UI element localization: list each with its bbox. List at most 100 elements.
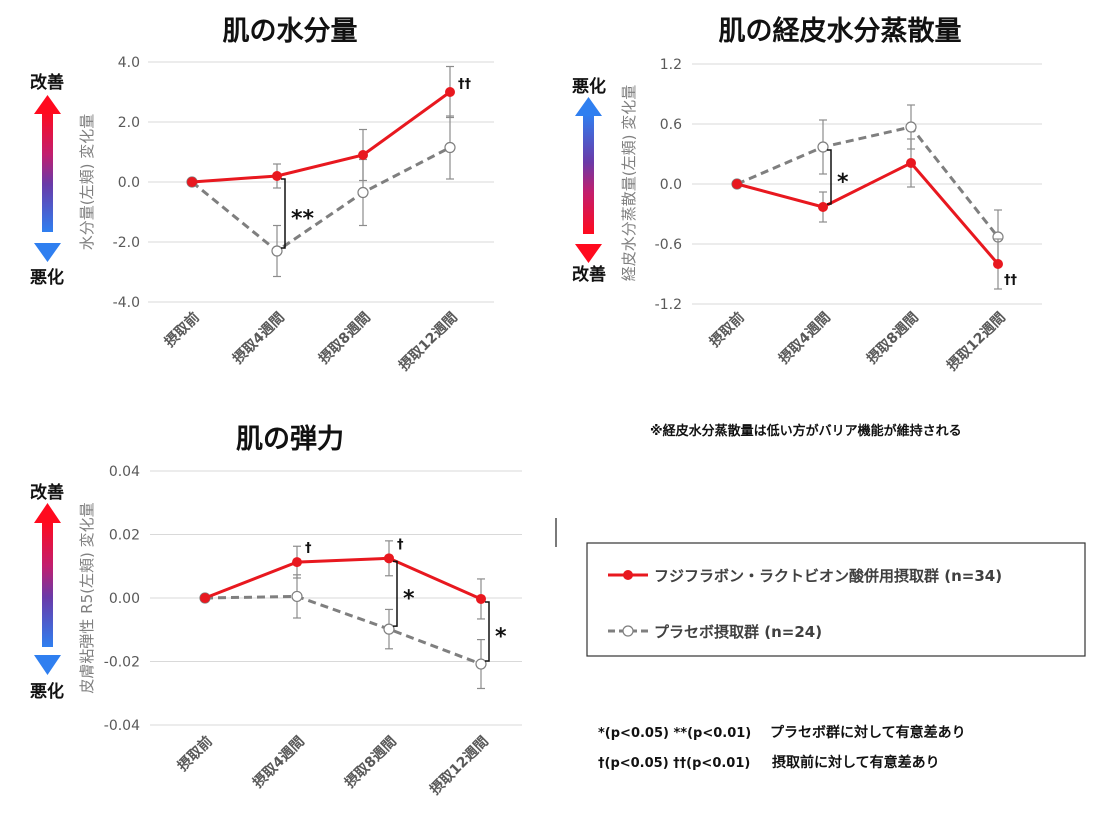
significance-bracket bbox=[393, 560, 398, 627]
x-category-label: 摂取8週間 bbox=[315, 309, 374, 368]
y-tick-label: -0.02 bbox=[104, 655, 140, 671]
data-point bbox=[187, 177, 197, 187]
series-line bbox=[736, 161, 1000, 265]
footnote-1-markers: *(p<0.05) **(p<0.01) bbox=[598, 726, 751, 741]
series-line bbox=[204, 556, 482, 601]
significance-bracket bbox=[827, 149, 832, 205]
data-point bbox=[384, 553, 394, 564]
legend-marker-placebo bbox=[622, 625, 634, 637]
data-point bbox=[906, 158, 916, 168]
footnote-2-markers: †(p<0.05) ††(p<0.01) bbox=[598, 756, 750, 771]
data-point bbox=[993, 259, 1003, 269]
y-tick-label: 0.00 bbox=[109, 591, 140, 607]
series-line bbox=[736, 125, 1000, 238]
y-axis-label-elasticity: 皮膚粘弾性 R5(左頬) 変化量 bbox=[78, 502, 96, 693]
series-treatment bbox=[187, 65, 455, 189]
data-point bbox=[357, 186, 369, 199]
x-category-label: 摂取前 bbox=[706, 309, 748, 351]
x-category-label: 摂取4週間 bbox=[229, 309, 288, 368]
chart-title-tewl: 肌の経皮水分蒸散量 bbox=[719, 15, 962, 47]
y-tick-label: -0.04 bbox=[104, 718, 140, 734]
x-category-label: 摂取12週間 bbox=[426, 733, 491, 798]
data-point bbox=[818, 202, 828, 212]
y-tick-label: 0.0 bbox=[118, 175, 140, 191]
legend-label-treatment: フジフラボン・ラクトビオン酸併用摂取群 (n=34) bbox=[654, 567, 1002, 585]
x-category-label: 摂取12週間 bbox=[395, 309, 460, 374]
x-category-label: 摂取前 bbox=[174, 733, 216, 775]
arrow-top-label: 悪化 bbox=[572, 76, 606, 97]
data-point bbox=[271, 245, 283, 257]
series-treatment bbox=[200, 540, 486, 620]
significance-footnotes: *(p<0.05) **(p<0.01) プラセボ群に対して有意差あり †(p<… bbox=[598, 724, 966, 771]
x-category-label: 摂取4週間 bbox=[249, 733, 308, 792]
data-point bbox=[200, 593, 210, 603]
arrow-down-head bbox=[34, 243, 61, 262]
direction-arrow-elasticity: 改善 悪化 bbox=[30, 482, 64, 702]
arrow-up-head bbox=[575, 97, 602, 116]
y-tick-label: 0.02 bbox=[109, 528, 140, 544]
x-category-label: 摂取12週間 bbox=[943, 309, 1008, 374]
arrow-bottom-label: 改善 bbox=[572, 264, 606, 285]
y-tick-label: 0.0 bbox=[660, 177, 682, 193]
arrow-top-label: 改善 bbox=[30, 482, 64, 503]
x-category-label: 摂取8週間 bbox=[863, 309, 922, 368]
legend-item-treatment: フジフラボン・ラクトビオン酸併用摂取群 (n=34) bbox=[608, 567, 1002, 585]
y-axis-label-moisture: 水分量(左頬) 変化量 bbox=[78, 114, 96, 250]
plot-area-tewl: 1.2 0.6 0.0 -0.6 -1.2 摂取前 摂取4週間 摂取8週間 摂取12週間 * †† bbox=[655, 57, 1042, 374]
data-point bbox=[291, 590, 303, 603]
data-point bbox=[292, 557, 302, 568]
data-point bbox=[272, 171, 282, 181]
plot-area-moisture: 4.0 2.0 0.0 -2.0 -4.0 摂取前 摂取4週間 摂取8週間 摂取12週間 ** †† bbox=[113, 55, 494, 374]
legend-label-placebo: プラセボ摂取群 (n=24) bbox=[654, 623, 822, 641]
arrow-up-head bbox=[34, 503, 61, 523]
arrow-bottom-label: 悪化 bbox=[30, 681, 64, 702]
significance-label: * bbox=[403, 587, 415, 612]
tewl-note: ※経皮水分蒸散量は低い方がバリア機能が維持される bbox=[650, 423, 962, 439]
x-category-label: 摂取8週間 bbox=[341, 733, 400, 792]
series-placebo bbox=[186, 115, 456, 278]
legend-box bbox=[586, 542, 1086, 657]
series-line bbox=[191, 146, 451, 253]
legend-marker-treatment bbox=[623, 570, 633, 580]
significance-label: ** bbox=[291, 207, 315, 232]
arrow-down-head bbox=[575, 244, 602, 263]
arrow-down-head bbox=[34, 655, 61, 675]
data-point bbox=[444, 141, 456, 154]
legend: フジフラボン・ラクトビオン酸併用摂取群 (n=34) プラセボ摂取群 (n=24… bbox=[586, 542, 1086, 657]
plot-area-elasticity: 0.04 0.02 0.00 -0.02 -0.04 摂取前 摂取4週間 摂取8週間 摂取12週… bbox=[104, 464, 522, 798]
y-tick-label: 4.0 bbox=[118, 55, 140, 71]
y-axis-label-tewl: 経皮水分蒸散量(左頬) 変化量 bbox=[620, 85, 638, 281]
arrow-bottom-label: 悪化 bbox=[30, 267, 64, 288]
y-tick-label: 2.0 bbox=[118, 115, 140, 131]
significance-bracket bbox=[485, 601, 490, 662]
chart-moisture: 肌の水分量 改善 悪化 水分量(左頬) 変化量 4.0 2.0 0.0 -2.0 -4.… bbox=[30, 16, 494, 374]
data-point bbox=[817, 141, 829, 153]
data-point bbox=[476, 593, 486, 604]
arrow-up-head bbox=[34, 95, 61, 114]
footnote-1-text: プラセボ群に対して有意差あり bbox=[770, 724, 966, 741]
data-point bbox=[475, 658, 487, 670]
significance-label: * bbox=[837, 170, 849, 195]
data-point bbox=[732, 179, 742, 189]
data-point bbox=[358, 150, 368, 160]
chart-title-moisture: 肌の水分量 bbox=[223, 16, 358, 47]
direction-arrow-moisture: 改善 悪化 bbox=[30, 72, 64, 288]
data-point bbox=[445, 87, 455, 97]
chart-tewl: 肌の経皮水分蒸散量 悪化 改善 経皮水分蒸散量(左頬) 変化量 1.2 0.6 0.… bbox=[572, 15, 1042, 439]
series-placebo bbox=[731, 104, 1004, 265]
series-placebo bbox=[199, 574, 487, 690]
legend-item-placebo: プラセボ摂取群 (n=24) bbox=[608, 623, 822, 641]
significance-label: * bbox=[495, 624, 507, 649]
dagger-mark: † bbox=[305, 541, 312, 556]
chart-elasticity: 肌の弾力 改善 悪化 皮膚粘弾性 R5(左頬) 変化量 0.04 0.02 0.00… bbox=[30, 424, 522, 798]
significance-bracket bbox=[281, 178, 286, 249]
x-category-label: 摂取前 bbox=[161, 309, 203, 351]
chart-title-elasticity: 肌の弾力 bbox=[236, 424, 344, 455]
y-tick-label: -0.6 bbox=[655, 237, 682, 253]
y-tick-label: 1.2 bbox=[660, 57, 682, 73]
dagger-mark: †† bbox=[1004, 273, 1018, 288]
data-point bbox=[383, 623, 395, 635]
series-line bbox=[204, 594, 482, 666]
y-tick-label: -2.0 bbox=[113, 235, 140, 251]
